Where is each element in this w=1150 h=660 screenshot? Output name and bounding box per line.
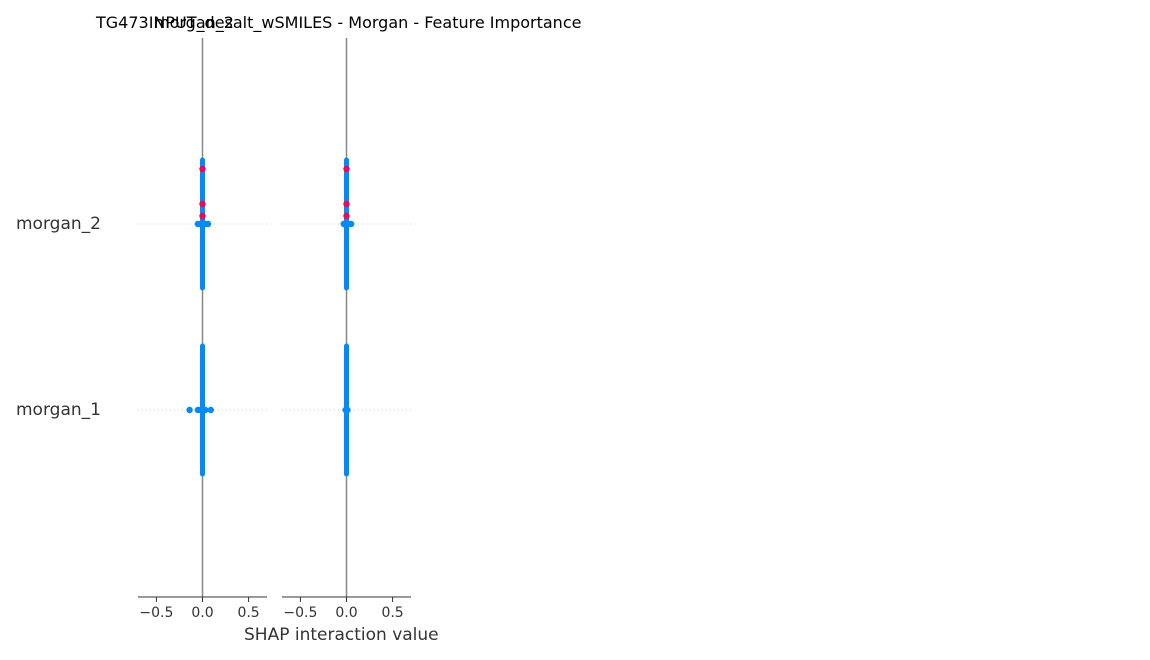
x-tick-label: −0.5 bbox=[283, 605, 317, 621]
data-point bbox=[199, 165, 206, 173]
data-point bbox=[343, 212, 350, 220]
data-point bbox=[344, 406, 351, 414]
x-axis-label: SHAP interaction value bbox=[244, 625, 439, 645]
data-point bbox=[347, 220, 355, 228]
feature-label-morgan-2: morgan_2 bbox=[16, 214, 101, 234]
panel-title-2: morgan_2 bbox=[154, 13, 234, 32]
chart-title: TG473INPUT_desalt_wSMILES - Morgan - Fea… bbox=[96, 13, 582, 32]
x-tick-label: 0.0 bbox=[191, 605, 213, 621]
data-point bbox=[202, 406, 209, 414]
x-tick-label: 0.5 bbox=[381, 605, 403, 621]
data-point bbox=[343, 200, 350, 208]
data-point bbox=[204, 220, 212, 228]
data-point bbox=[207, 406, 214, 414]
data-point bbox=[343, 165, 350, 173]
x-tick-label: 0.5 bbox=[237, 605, 259, 621]
feature-label-morgan-1: morgan_1 bbox=[16, 400, 101, 420]
data-point bbox=[199, 212, 206, 220]
data-point bbox=[186, 406, 193, 414]
x-tick-label: 0.0 bbox=[335, 605, 357, 621]
x-tick-label: −0.5 bbox=[139, 605, 173, 621]
data-point bbox=[199, 200, 206, 208]
